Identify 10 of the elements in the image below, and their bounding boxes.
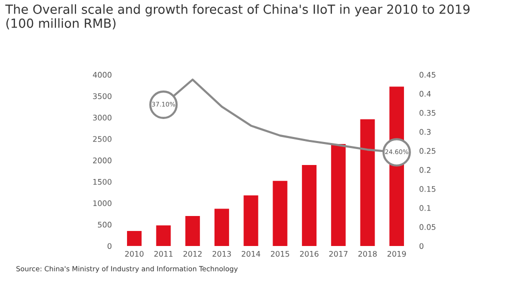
bar <box>244 195 258 246</box>
bar <box>214 208 230 246</box>
bar <box>185 216 200 246</box>
bar <box>127 230 142 246</box>
chart-title: The Overall scale and growth forecast of China's IIoT in year 2010 to 2019 (100 million RMB) <box>5 4 470 30</box>
bar <box>302 165 317 246</box>
bar <box>331 144 346 246</box>
bar <box>360 119 375 246</box>
bar <box>272 180 288 246</box>
bar <box>156 225 171 246</box>
